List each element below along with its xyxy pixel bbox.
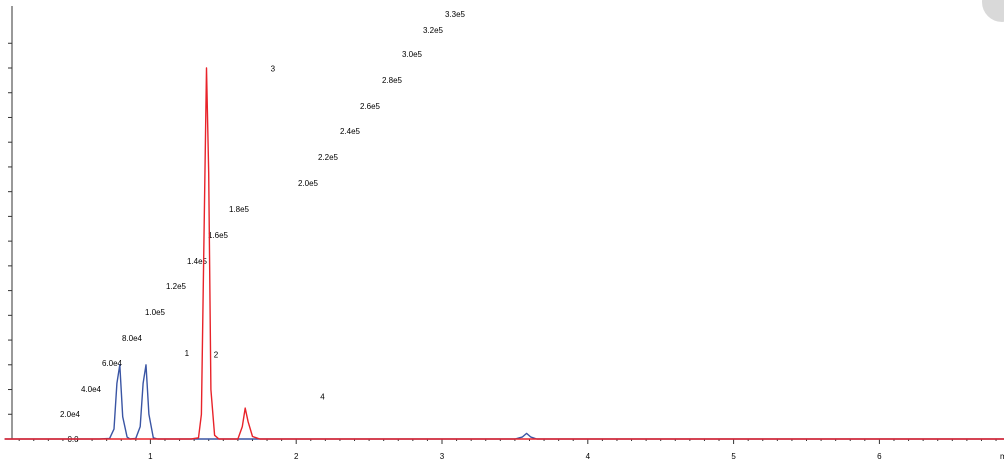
y-tick-label: 2.2e5 <box>318 153 339 162</box>
y-tick-label: 4.0e4 <box>81 385 102 394</box>
x-tick-label: 3 <box>440 452 445 459</box>
y-tick-label: 2.8e5 <box>382 76 403 85</box>
y-tick-label: 3.0e5 <box>402 50 423 59</box>
y-tick-label: 6.0e4 <box>102 359 123 368</box>
peak-annotations: 1 2 3 4 <box>185 65 326 402</box>
x-unit-label: m <box>1000 452 1004 459</box>
series-line-2 <box>4 67 1004 440</box>
series-line-1 <box>4 364 1004 440</box>
series-lines <box>4 67 1004 440</box>
y-tick-label: 1.2e5 <box>166 282 187 291</box>
axes <box>8 6 1004 444</box>
y-tick-label: 2.0e4 <box>60 410 81 419</box>
x-tick-labels: 1 2 3 4 5 6 m <box>148 452 1004 459</box>
x-tick-label: 1 <box>148 452 153 459</box>
x-tick-label: 4 <box>586 452 591 459</box>
y-tick-label: 2.6e5 <box>360 102 381 111</box>
y-tick-labels: 0.02.0e44.0e46.0e48.0e41.0e51.2e51.4e51.… <box>60 10 466 444</box>
y-tick-label: 3.2e5 <box>423 26 444 35</box>
peak-label: 4 <box>320 392 325 401</box>
x-tick-label: 5 <box>731 452 736 459</box>
peak-label: 1 <box>185 349 190 358</box>
y-tick-label: 2.0e5 <box>298 179 319 188</box>
y-tick-label: 1.4e5 <box>187 257 208 266</box>
corner-shadow <box>982 0 1004 22</box>
y-tick-label: 3.3e5 <box>445 10 466 19</box>
peak-label: 3 <box>271 65 276 74</box>
y-tick-label: 1.6e5 <box>208 231 229 240</box>
y-tick-label: 8.0e4 <box>122 334 143 343</box>
x-tick-label: 2 <box>294 452 299 459</box>
peak-label: 2 <box>214 350 219 359</box>
y-tick-label: 1.8e5 <box>229 205 250 214</box>
y-tick-label: 2.4e5 <box>340 127 361 136</box>
x-tick-label: 6 <box>877 452 882 459</box>
y-tick-label: 1.0e5 <box>145 308 166 317</box>
